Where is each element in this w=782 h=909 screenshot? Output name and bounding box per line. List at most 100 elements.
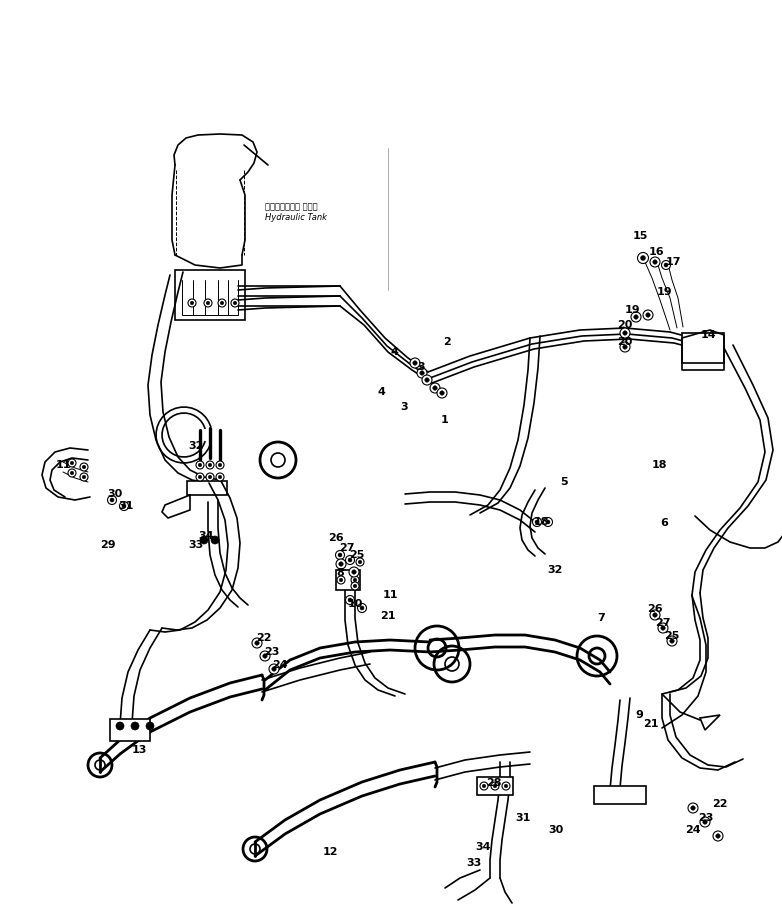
Text: 33: 33 — [188, 540, 203, 550]
Circle shape — [190, 301, 194, 305]
Circle shape — [482, 784, 486, 788]
Circle shape — [661, 625, 665, 630]
Text: 4: 4 — [377, 387, 385, 397]
Text: 31: 31 — [515, 813, 531, 823]
Circle shape — [339, 562, 343, 566]
Text: 21: 21 — [644, 719, 658, 729]
Text: 27: 27 — [655, 618, 671, 628]
Circle shape — [700, 817, 710, 827]
Circle shape — [357, 604, 367, 613]
Bar — [594, 786, 646, 804]
Text: 12: 12 — [322, 847, 338, 857]
Circle shape — [218, 299, 226, 307]
Circle shape — [269, 664, 279, 674]
Circle shape — [437, 388, 447, 398]
Text: 30: 30 — [548, 825, 564, 835]
Circle shape — [231, 299, 239, 307]
Circle shape — [80, 463, 88, 471]
Circle shape — [339, 578, 343, 582]
Circle shape — [358, 560, 362, 564]
Circle shape — [546, 520, 550, 524]
Circle shape — [68, 459, 76, 467]
Circle shape — [622, 331, 627, 335]
Circle shape — [272, 666, 276, 671]
Circle shape — [131, 722, 139, 730]
Circle shape — [643, 310, 653, 320]
Circle shape — [650, 257, 660, 267]
Circle shape — [348, 558, 352, 562]
Text: 21: 21 — [380, 611, 396, 621]
Circle shape — [620, 328, 630, 338]
Circle shape — [122, 504, 126, 508]
Text: 26: 26 — [647, 604, 663, 614]
Circle shape — [335, 551, 345, 560]
Text: 25: 25 — [350, 550, 364, 560]
Circle shape — [206, 301, 210, 305]
Text: 32: 32 — [547, 565, 563, 575]
Text: 17: 17 — [665, 257, 681, 267]
Circle shape — [260, 651, 270, 661]
Circle shape — [664, 263, 668, 267]
Circle shape — [650, 610, 660, 620]
Circle shape — [82, 475, 86, 479]
Circle shape — [216, 461, 224, 469]
Text: 13: 13 — [131, 745, 147, 755]
Circle shape — [146, 722, 154, 730]
Circle shape — [70, 461, 74, 464]
Text: 19: 19 — [656, 287, 672, 297]
Circle shape — [338, 553, 342, 557]
Text: 25: 25 — [665, 631, 680, 641]
Circle shape — [658, 623, 668, 633]
Circle shape — [196, 461, 204, 469]
Circle shape — [352, 570, 357, 574]
Circle shape — [422, 375, 432, 385]
Circle shape — [543, 517, 553, 526]
Text: 20: 20 — [617, 337, 633, 347]
Circle shape — [356, 558, 364, 566]
Circle shape — [653, 260, 657, 265]
Text: 7: 7 — [597, 613, 604, 623]
Text: 14: 14 — [701, 330, 717, 340]
Circle shape — [198, 464, 202, 467]
Circle shape — [196, 473, 204, 481]
Text: 10: 10 — [347, 599, 363, 609]
Text: 26: 26 — [328, 533, 344, 543]
Text: 19: 19 — [625, 305, 640, 315]
Text: 27: 27 — [339, 543, 355, 553]
Circle shape — [221, 301, 224, 305]
Circle shape — [667, 636, 677, 646]
Circle shape — [70, 471, 74, 474]
Circle shape — [662, 261, 670, 269]
Text: 15: 15 — [633, 231, 647, 241]
Text: 18: 18 — [651, 460, 667, 470]
Circle shape — [188, 299, 196, 307]
Text: 22: 22 — [256, 633, 272, 643]
Circle shape — [502, 782, 510, 790]
Text: 23: 23 — [698, 813, 714, 823]
Circle shape — [204, 299, 212, 307]
Circle shape — [640, 255, 645, 261]
Circle shape — [413, 361, 418, 365]
Circle shape — [200, 536, 208, 544]
Circle shape — [206, 473, 214, 481]
Text: 4: 4 — [390, 347, 398, 357]
Circle shape — [669, 639, 674, 644]
Circle shape — [622, 345, 627, 349]
Bar — [336, 570, 360, 590]
Bar — [187, 481, 227, 495]
Circle shape — [713, 831, 723, 841]
Text: 31: 31 — [118, 501, 134, 511]
Circle shape — [653, 613, 657, 617]
Circle shape — [263, 654, 267, 658]
Circle shape — [432, 385, 437, 390]
Circle shape — [535, 520, 539, 524]
Text: 9: 9 — [635, 710, 643, 720]
Text: Hydraulic Tank: Hydraulic Tank — [265, 213, 327, 222]
Circle shape — [120, 502, 128, 511]
Text: 5: 5 — [560, 477, 568, 487]
Circle shape — [430, 383, 440, 393]
Circle shape — [504, 784, 508, 788]
Circle shape — [82, 465, 86, 469]
Text: 30: 30 — [107, 489, 123, 499]
Circle shape — [410, 358, 420, 368]
